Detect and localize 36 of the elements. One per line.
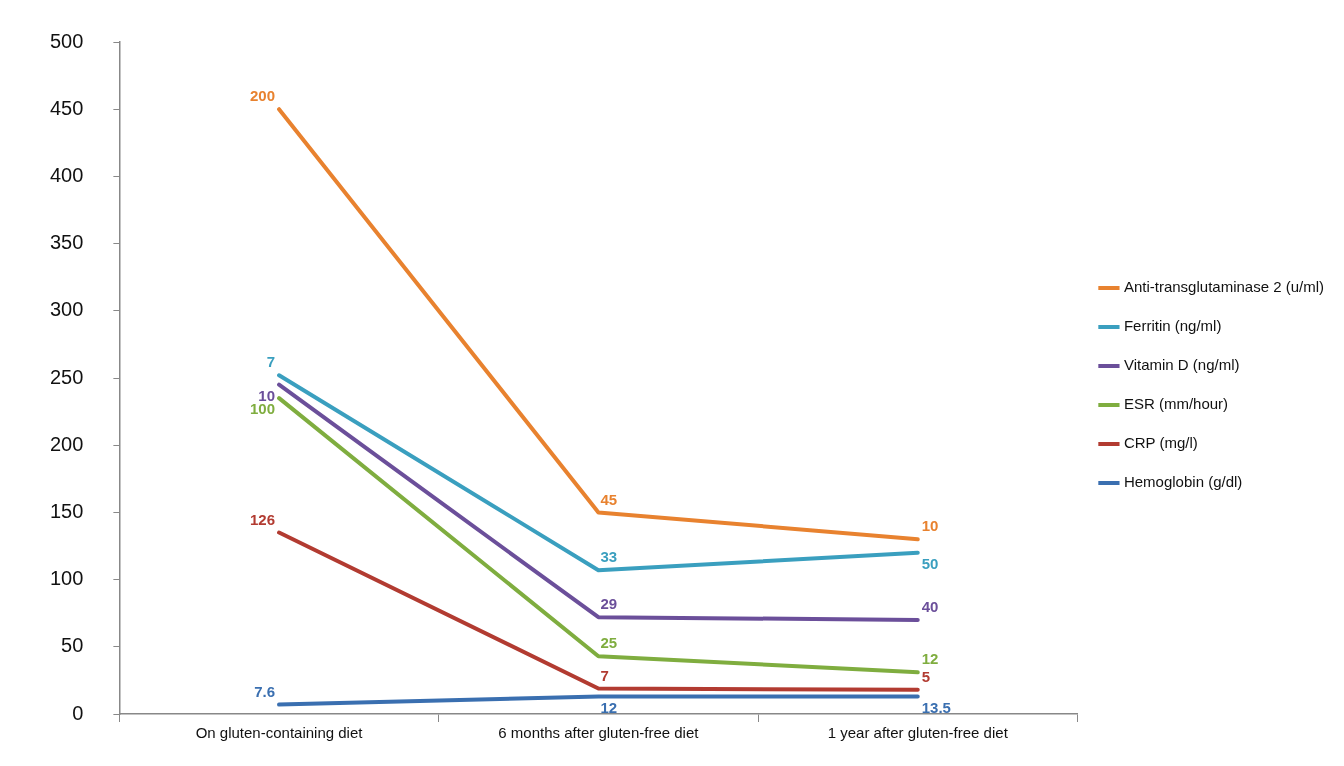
- annotation: 10: [921, 517, 939, 535]
- annotation: 33: [600, 548, 618, 566]
- annotation: 25: [600, 634, 618, 652]
- y-tick-label: 400: [49, 163, 84, 186]
- y-tick-label: 200: [49, 432, 84, 455]
- annotation: 5: [921, 667, 931, 685]
- annotation: 45: [600, 490, 618, 508]
- legend-label: ESR (mm/hour): [1123, 395, 1229, 413]
- annotation: 29: [600, 595, 618, 613]
- x-tick-label: 6 months after gluten-free diet: [498, 724, 700, 742]
- x-tick-label: 1 year after gluten-free diet: [827, 724, 1009, 742]
- legend-label: Vitamin D (ng/ml): [1123, 356, 1240, 374]
- legend-label: CRP (mg/l): [1123, 434, 1198, 452]
- annotation: 40: [921, 598, 939, 616]
- y-tick-label: 450: [49, 96, 84, 119]
- x-tick-label: On gluten-containing diet: [195, 724, 364, 742]
- y-tick-label: 0: [72, 701, 84, 724]
- annotation: 7: [266, 353, 276, 371]
- annotation: 13.5: [921, 698, 951, 716]
- annotation: 7: [600, 666, 609, 684]
- annotation: 12: [600, 698, 618, 716]
- legend-label: Anti-transglutaminase 2 (u/ml): [1123, 278, 1324, 296]
- annotation: 50: [921, 554, 939, 572]
- y-tick-label: 300: [49, 298, 84, 321]
- y-tick-label: 500: [49, 29, 84, 52]
- legend-label: Ferritin (ng/ml): [1123, 317, 1222, 335]
- y-tick-label: 250: [49, 365, 84, 388]
- y-tick-label: 50: [61, 634, 84, 657]
- y-tick-label: 350: [49, 231, 84, 254]
- annotation: 12: [921, 650, 939, 668]
- y-tick-label: 100: [49, 567, 84, 590]
- legend-label: Hemoglobin (g/dl): [1123, 473, 1243, 491]
- y-tick-label: 150: [49, 499, 84, 522]
- annotation: 200: [250, 87, 276, 105]
- annotation: 7.6: [254, 682, 276, 700]
- annotation: 126: [250, 510, 276, 528]
